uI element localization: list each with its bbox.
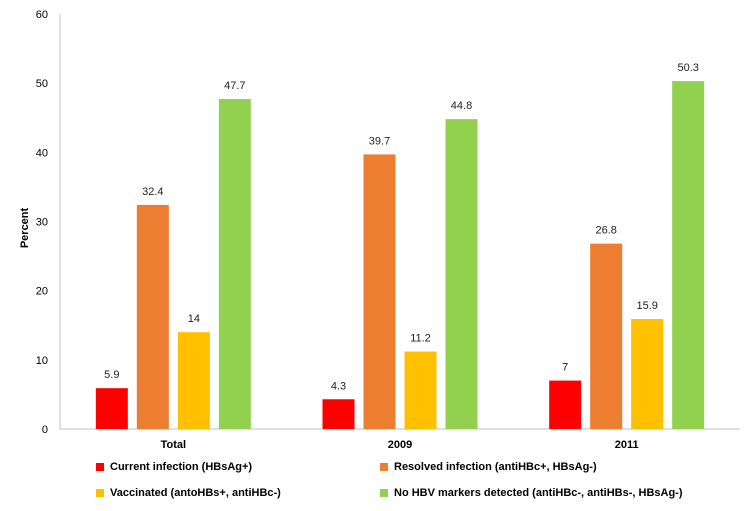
bar <box>445 119 478 429</box>
y-tick-label: 10 <box>36 355 48 367</box>
y-tick-label: 20 <box>36 286 48 298</box>
category-label: 2009 <box>388 439 412 451</box>
data-label: 5.9 <box>104 369 119 381</box>
bar <box>322 399 355 429</box>
bar <box>363 154 396 430</box>
data-label: 50.3 <box>677 62 698 74</box>
category-label: Total <box>161 439 186 451</box>
data-label: 32.4 <box>142 186 163 198</box>
y-tick-label: 40 <box>36 147 48 159</box>
bar <box>404 351 437 429</box>
category-label: 2011 <box>615 439 639 451</box>
data-labels-group: 5.9 32.4 14 47.7 4.3 39.7 11.2 44.8 7 26.8 15.9 50.… <box>104 62 699 392</box>
bar <box>95 388 128 429</box>
y-tick-label: 0 <box>42 424 48 436</box>
bar <box>218 99 251 429</box>
data-label: 11.2 <box>410 333 431 345</box>
category-labels-group: Total 2009 2011 <box>161 439 639 451</box>
data-label: 26.8 <box>595 225 616 237</box>
y-axis-ticks: 0 10 20 30 40 50 60 <box>36 9 48 436</box>
data-label: 15.9 <box>636 300 657 312</box>
data-label: 7 <box>562 362 568 374</box>
data-label: 44.8 <box>451 100 472 112</box>
y-axis-title: Percent <box>19 207 31 248</box>
data-label: 39.7 <box>369 135 390 147</box>
bar <box>631 319 664 429</box>
y-tick-label: 50 <box>36 78 48 90</box>
bar <box>590 243 623 429</box>
bar <box>549 380 582 429</box>
bar <box>672 81 705 429</box>
y-tick-label: 60 <box>36 9 48 21</box>
data-label: 4.3 <box>331 380 346 392</box>
bar <box>177 332 210 429</box>
data-label: 14 <box>188 313 200 325</box>
y-tick-label: 30 <box>36 217 48 229</box>
bar <box>136 204 169 429</box>
data-label: 47.7 <box>224 80 245 92</box>
bars-group <box>95 81 705 430</box>
